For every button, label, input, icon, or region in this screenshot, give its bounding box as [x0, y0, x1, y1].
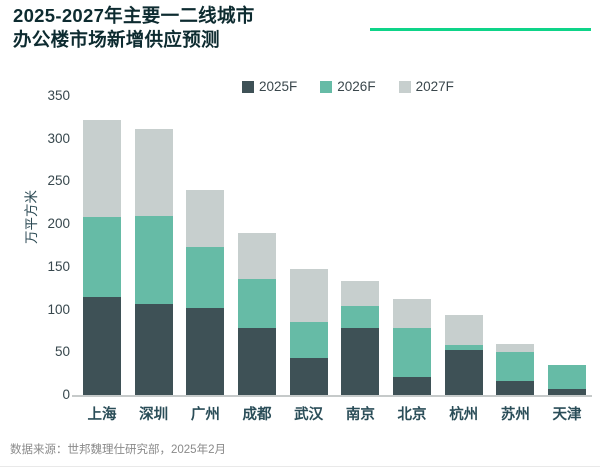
x-label-杭州: 杭州 [449, 407, 479, 423]
chart-title-line1: 2025-2027年主要一二线城市 [13, 5, 255, 26]
legend-swatch-2027f [398, 80, 411, 93]
bar-segment-南京-2025F [341, 328, 380, 395]
x-label-成都: 成都 [242, 407, 272, 423]
legend-label-2027f: 2027F [415, 79, 454, 94]
y-tick-100: 100 [47, 301, 70, 317]
legend-item-2027f: 2027F [398, 79, 454, 94]
source-note: 数据来源：世邦魏理仕研究部，2025年2月 [10, 444, 226, 456]
x-label-北京: 北京 [397, 407, 427, 423]
bar-segment-广州-2027F [186, 190, 225, 248]
bar-segment-杭州-2026F [444, 344, 483, 350]
x-label-广州: 广州 [190, 407, 220, 423]
legend-item-2026f: 2026F [320, 79, 376, 94]
bar-广州 [186, 190, 225, 395]
bar-segment-杭州-2027F [444, 314, 483, 345]
chart-legend: 2025F 2026F 2027F [242, 79, 454, 94]
y-tick-350: 350 [47, 88, 70, 103]
bar-segment-北京-2027F [393, 299, 432, 329]
bar-segment-成都-2026F [238, 278, 276, 328]
bar-杭州 [444, 314, 483, 395]
bar-segment-深圳-2025F [134, 304, 173, 395]
bar-北京 [393, 299, 432, 395]
bar-天津 [548, 365, 587, 395]
plot-area [74, 96, 592, 395]
x-label-深圳: 深圳 [139, 407, 169, 423]
y-tick-0: 0 [62, 387, 70, 402]
x-label-南京: 南京 [345, 407, 375, 423]
x-label-武汉: 武汉 [294, 407, 324, 423]
bar-segment-北京-2026F [393, 328, 432, 378]
legend-swatch-2025f [242, 80, 254, 93]
bar-segment-广州-2026F [186, 247, 225, 308]
bar-segment-成都-2027F [238, 232, 276, 279]
y-tick-150: 150 [47, 258, 70, 274]
bar-成都 [238, 232, 276, 395]
bar-segment-广州-2025F [186, 307, 225, 395]
x-label-苏州: 苏州 [500, 407, 530, 423]
y-tick-250: 250 [47, 173, 70, 189]
bar-南京 [341, 281, 380, 395]
bar-深圳 [134, 129, 173, 395]
accent-line [370, 28, 591, 31]
chart-title: 2025-2027年主要一二线城市 办公楼市场新增供应预测 [13, 4, 255, 52]
legend-label-2026f: 2026F [337, 79, 376, 94]
bar-segment-上海-2025F [83, 296, 121, 395]
bar-segment-深圳-2027F [134, 129, 173, 216]
bar-segment-苏州-2025F [496, 381, 535, 395]
x-axis-line [72, 395, 592, 397]
bar-上海 [83, 119, 121, 395]
bar-segment-北京-2025F [393, 377, 432, 395]
bar-segment-南京-2026F [341, 306, 380, 329]
bar-segment-深圳-2026F [134, 215, 173, 305]
bar-segment-苏州-2026F [496, 352, 535, 382]
bottom-divider [0, 466, 600, 467]
bar-苏州 [496, 343, 535, 395]
chart-title-line2: 办公楼市场新增供应预测 [13, 29, 220, 50]
bar-segment-苏州-2027F [496, 343, 535, 353]
x-label-天津: 天津 [552, 407, 582, 423]
bar-segment-上海-2026F [83, 217, 121, 297]
bar-segment-南京-2027F [341, 281, 380, 307]
bar-武汉 [289, 269, 328, 395]
bar-segment-武汉-2026F [289, 321, 328, 359]
bar-segment-上海-2027F [83, 119, 121, 218]
y-tick-50: 50 [54, 344, 70, 360]
bar-segment-武汉-2025F [289, 358, 328, 395]
bar-segment-天津-2026F [548, 365, 587, 390]
legend-swatch-2026f [320, 80, 333, 93]
bar-segment-武汉-2027F [289, 269, 328, 322]
y-tick-300: 300 [47, 130, 70, 146]
bar-segment-天津-2025F [548, 389, 587, 395]
bar-segment-杭州-2025F [444, 349, 483, 395]
x-label-上海: 上海 [87, 407, 117, 423]
legend-item-2025f: 2025F [242, 79, 297, 94]
bar-segment-成都-2025F [238, 327, 276, 395]
legend-label-2025f: 2025F [259, 79, 298, 94]
y-tick-200: 200 [47, 216, 70, 232]
